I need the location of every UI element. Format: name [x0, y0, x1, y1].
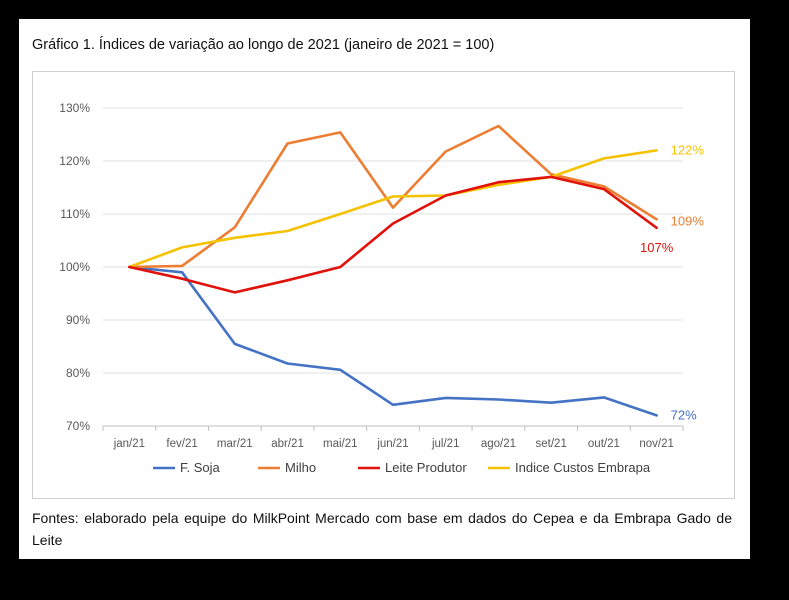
x-tick-label: out/21 [588, 438, 620, 450]
y-tick-label: 90% [66, 313, 90, 327]
chart-title: Gráfico 1. Índices de variação ao longo … [32, 37, 495, 53]
chart-area: 70% 80% 90% 100% 110% 120% 130% jan/21 fev/21 mar… [32, 71, 735, 499]
y-tick-label: 110% [60, 207, 90, 221]
x-tick-label: mar/21 [217, 438, 253, 450]
y-tick-label: 70% [66, 419, 90, 433]
x-tick-label: set/21 [536, 438, 567, 450]
series-line-indice-custos-embrapa [128, 149, 658, 269]
x-tick-label: jul/21 [431, 438, 460, 450]
x-tick-label: jun/21 [376, 438, 408, 450]
y-tick-label: 120% [59, 154, 90, 168]
series-line-f-soja [128, 265, 658, 417]
legend-entry: Milho [285, 460, 316, 475]
x-tick-label: jan/21 [113, 438, 145, 450]
data-label: 109% [671, 213, 705, 228]
data-label: 122% [671, 142, 705, 157]
figure-card: Gráfico 1. Índices de variação ao longo … [19, 19, 750, 559]
y-tick-label: 80% [66, 366, 90, 380]
legend-entry: F. Soja [180, 460, 221, 475]
source-note: Fontes: elaborado pela equipe do MilkPoi… [32, 510, 732, 548]
data-label: 72% [671, 407, 697, 422]
x-tick-label: ago/21 [481, 438, 516, 450]
legend-entry: Leite Produtor [385, 460, 467, 475]
series-line-leite-produtor [128, 175, 658, 294]
legend-entry: Indice Custos Embrapa [515, 460, 651, 475]
x-tick-label: fev/21 [166, 438, 197, 450]
data-label: 107% [640, 240, 674, 255]
y-tick-label: 100% [59, 260, 90, 274]
x-tick-label: abr/21 [271, 438, 304, 450]
y-tick-label: 130% [59, 101, 90, 115]
x-tick-label: mai/21 [323, 438, 358, 450]
x-tick-label: nov/21 [639, 438, 674, 450]
line-chart: 70% 80% 90% 100% 110% 120% 130% jan/21 fev/21 mar… [59, 101, 705, 475]
